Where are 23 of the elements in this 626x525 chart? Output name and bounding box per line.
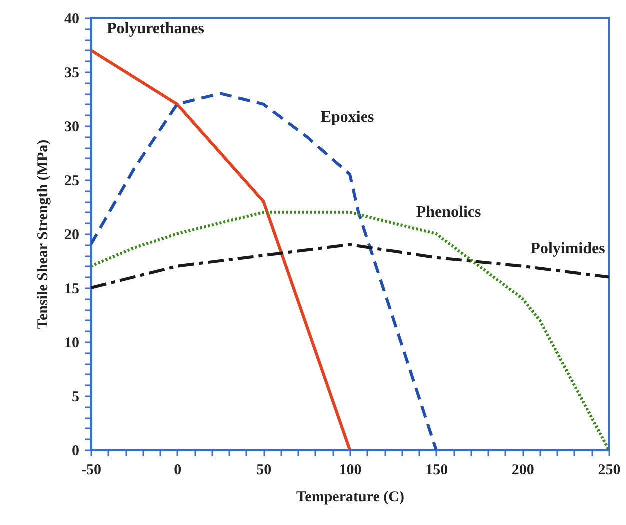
y-axis-title: Tensile Shear Strength (MPa) xyxy=(36,140,52,330)
y-tick-label: 10 xyxy=(64,336,80,352)
series-label: Phenolics xyxy=(416,204,482,221)
y-tick-label: 5 xyxy=(72,390,80,406)
x-tick-label: 200 xyxy=(512,462,534,478)
y-tick-label: 20 xyxy=(64,228,80,244)
x-tick-label: 100 xyxy=(339,462,362,478)
x-tick-label: -50 xyxy=(82,462,102,478)
series-label: Epoxies xyxy=(320,108,374,126)
series-label: Polyimides xyxy=(530,240,606,258)
x-tick-label: 250 xyxy=(598,462,621,478)
line-series xyxy=(91,243,609,290)
y-tick-label: 35 xyxy=(64,66,80,82)
y-tick-label: 0 xyxy=(72,444,80,460)
y-tick-label: 25 xyxy=(64,174,80,190)
series-label: Polyurethanes xyxy=(107,20,204,38)
y-tick-label: 30 xyxy=(64,120,80,136)
x-tick-label: 50 xyxy=(256,462,272,478)
y-tick-label: 15 xyxy=(64,282,80,298)
x-tick-label: 0 xyxy=(174,462,182,478)
y-tick-label: 40 xyxy=(64,12,80,28)
x-tick-label: 150 xyxy=(426,462,448,478)
x-axis-title: Temperature (C) xyxy=(296,490,404,506)
